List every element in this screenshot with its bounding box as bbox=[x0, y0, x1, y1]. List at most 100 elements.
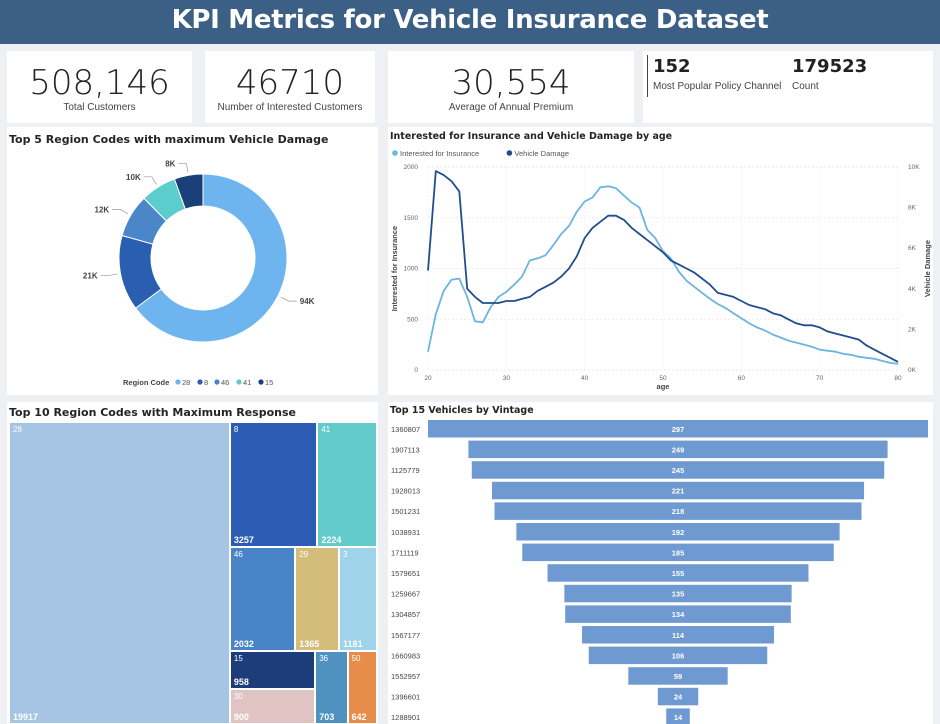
treemap-tile-label: 29 bbox=[299, 549, 309, 559]
donut-leader-line bbox=[112, 209, 129, 215]
treemap: 28 19917 8 3257 41 2224 46 2032 29 1365 3 1181 15 958… bbox=[9, 422, 377, 724]
funnel-category-label: 1288901 bbox=[391, 713, 420, 722]
legend-label-15: 15 bbox=[265, 378, 273, 387]
treemap-tile-value: 1365 bbox=[299, 639, 320, 650]
kpi-label: Average of Annual Premium bbox=[448, 102, 574, 113]
treemap-tile-50: 50 642 bbox=[347, 651, 377, 724]
legend-marker-1 bbox=[506, 150, 513, 156]
kpi-card-interested-customers: 46710 Number of Interested Customers bbox=[205, 51, 375, 123]
chart-title: Top 10 Region Codes with Maximum Respons… bbox=[9, 406, 296, 419]
funnel-category-label: 1579651 bbox=[391, 569, 420, 578]
donut-slice-15 bbox=[173, 173, 204, 210]
funnel-value-label: 134 bbox=[672, 610, 685, 619]
treemap-tile-label: 28 bbox=[13, 425, 22, 434]
funnel-value-label: 245 bbox=[672, 466, 685, 475]
kpi-value: 508,146 bbox=[29, 63, 170, 103]
donut-data-label: 8K bbox=[165, 159, 175, 168]
funnel-bar-1567177 bbox=[582, 626, 774, 644]
donut-leader-line bbox=[280, 296, 297, 302]
treemap-tile-value: 3257 bbox=[233, 534, 254, 545]
kpi-label: Total Customers bbox=[63, 102, 136, 113]
kpi-card-annual-premium: 30,554 Average of Annual Premium bbox=[388, 51, 634, 123]
y-tick-label: 0 bbox=[414, 367, 418, 374]
funnel-value-label: 14 bbox=[674, 713, 683, 722]
y2-tick-label: 4K bbox=[908, 286, 917, 293]
treemap-tile-value: 2224 bbox=[321, 534, 342, 545]
funnel-bar-1360807 bbox=[428, 420, 928, 438]
funnel-card: Top 15 Vehicles by Vintage 297 1360807 249… bbox=[388, 402, 933, 724]
funnel-category-label: 1660983 bbox=[391, 651, 420, 660]
kpi-value: 46710 bbox=[235, 63, 345, 103]
treemap-tile-value: 1181 bbox=[343, 639, 363, 650]
treemap-card: Top 10 Region Codes with Maximum Respons… bbox=[7, 402, 378, 724]
y2-axis-label: Vehicle Damage bbox=[923, 240, 932, 297]
treemap-tile-label: 50 bbox=[351, 654, 361, 664]
funnel-category-label: 1552957 bbox=[391, 672, 420, 681]
funnel-category-label: 1396601 bbox=[391, 693, 420, 702]
legend-marker-46 bbox=[214, 379, 220, 385]
legend-label-8: 8 bbox=[204, 378, 208, 387]
count-value: 179523 bbox=[792, 56, 868, 77]
funnel-value-label: 106 bbox=[672, 651, 685, 660]
kpi-card-policy-channel: 152 Most Popular Policy Channel 179523 C… bbox=[643, 51, 933, 123]
y2-tick-label: 10K bbox=[908, 164, 920, 171]
funnel-bar-1396601 bbox=[657, 687, 699, 706]
funnel-value-label: 218 bbox=[672, 507, 685, 516]
count-label: Count bbox=[792, 81, 819, 92]
funnel-category-label: 1711119 bbox=[391, 548, 419, 557]
y-tick-label: 2000 bbox=[404, 164, 419, 171]
treemap-tile-41: 41 2224 bbox=[317, 422, 377, 547]
policy-channel-label: Most Popular Policy Channel bbox=[653, 81, 782, 92]
funnel-bar-1660983 bbox=[588, 646, 768, 665]
legend-marker-15 bbox=[258, 379, 264, 385]
legend-label-1: Vehicle Damage bbox=[514, 149, 569, 158]
treemap-tile-label: 41 bbox=[321, 425, 331, 434]
funnel-bar-1288901 bbox=[666, 708, 690, 724]
donut-leader-line bbox=[143, 176, 157, 185]
y2-tick-label: 6K bbox=[908, 245, 917, 252]
donut-chart: 94K 21K 12K 10K 8K Region Code 28 8 46 41 15 bbox=[83, 159, 315, 387]
x-tick-label: 60 bbox=[738, 375, 746, 382]
donut-data-label: 94K bbox=[300, 297, 315, 306]
funnel-category-label: 1304857 bbox=[391, 610, 420, 619]
funnel-category-label: 1928013 bbox=[391, 487, 420, 496]
treemap-tile-label: 3 bbox=[343, 549, 348, 559]
donut-leader-line bbox=[100, 273, 118, 276]
treemap-tile-29: 29 1365 bbox=[295, 546, 340, 652]
funnel-category-label: 1567177 bbox=[391, 631, 420, 640]
chart-title: Top 15 Vehicles by Vintage bbox=[390, 405, 534, 416]
x-axis-label: age bbox=[657, 382, 670, 391]
legend-marker-0 bbox=[392, 150, 398, 156]
line-chart: Interested for Insurance Vehicle Damage 0 5… bbox=[390, 149, 932, 391]
x-tick-label: 70 bbox=[816, 375, 824, 382]
funnel-bar-1501231 bbox=[494, 502, 862, 520]
chart-title: Interested for Insurance and Vehicle Dam… bbox=[390, 131, 673, 142]
x-tick-label: 20 bbox=[424, 375, 432, 382]
series-line-1 bbox=[427, 170, 899, 363]
donut-data-label: 12K bbox=[95, 205, 110, 214]
funnel-category-label: 1907113 bbox=[391, 445, 420, 454]
legend-label-28: 28 bbox=[182, 378, 190, 387]
funnel-value-label: 221 bbox=[672, 487, 685, 496]
treemap-tile-label: 36 bbox=[319, 654, 329, 664]
treemap-tile-15: 15 958 bbox=[229, 651, 316, 689]
treemap-tile-36: 36 703 bbox=[315, 651, 348, 724]
funnel-bar-1038931 bbox=[516, 523, 840, 541]
dashboard-title: KPI Metrics for Vehicle Insurance Datase… bbox=[171, 5, 769, 35]
funnel-value-label: 135 bbox=[672, 590, 685, 599]
treemap-tile-value: 900 bbox=[233, 711, 249, 722]
treemap-tile-8: 8 3257 bbox=[229, 422, 318, 547]
funnel-bar-1928013 bbox=[491, 481, 865, 500]
y2-tick-label: 8K bbox=[908, 205, 917, 212]
funnel-value-label: 185 bbox=[672, 548, 685, 557]
donut-data-label: 21K bbox=[83, 272, 98, 281]
legend-marker-8 bbox=[197, 379, 203, 385]
funnel-bar-1579651 bbox=[547, 564, 809, 582]
funnel-bar-1304857 bbox=[565, 605, 791, 623]
funnel-bar-1552957 bbox=[628, 667, 728, 685]
funnel-value-label: 192 bbox=[672, 528, 685, 537]
funnel-value-label: 59 bbox=[674, 672, 682, 681]
funnel-category-label: 1125779 bbox=[391, 466, 420, 475]
y-tick-label: 1500 bbox=[404, 215, 419, 222]
x-tick-label: 30 bbox=[503, 375, 511, 382]
